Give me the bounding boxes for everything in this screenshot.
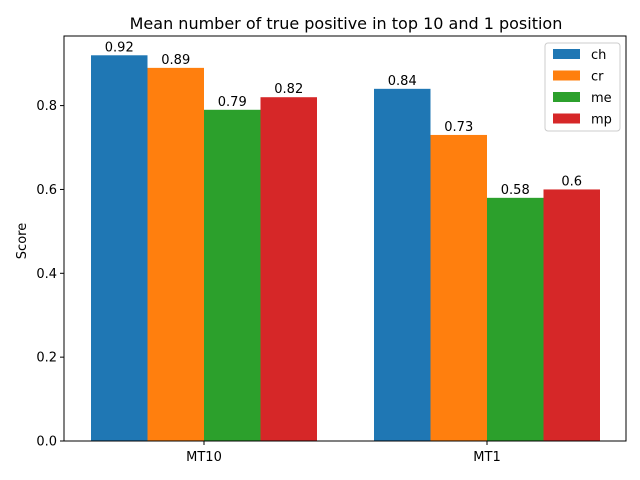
y-tick-label: 0.0 (36, 435, 57, 450)
bar-value-label-ch-mt10: 0.92 (105, 40, 134, 55)
legend-swatch-me (553, 92, 580, 102)
bar-ch-mt1 (374, 88, 431, 442)
x-tick-label-mt10: MT10 (186, 450, 222, 465)
legend-label-me: me (591, 91, 612, 106)
chart-title: Mean number of true positive in top 10 a… (130, 14, 563, 33)
legend: ch cr me mp (544, 42, 621, 132)
bar-mp-mt1 (543, 189, 600, 441)
bar-mp-mt10 (260, 97, 317, 441)
plot-frame (63, 35, 627, 442)
bar-cr-mt1 (430, 134, 487, 441)
bar-value-label-cr-mt10: 0.89 (161, 53, 190, 68)
y-tick-label: 0.4 (36, 267, 57, 282)
legend-label-mp: mp (591, 113, 612, 128)
bar-me-mt10 (204, 109, 261, 441)
y-axis: 0.0 0.2 0.4 0.6 0.8 (36, 99, 64, 450)
bar-value-label-mp-mt10: 0.82 (274, 82, 303, 97)
bar-me-mt1 (487, 197, 544, 441)
y-axis-label: Score (15, 223, 30, 259)
legend-swatch-cr (553, 70, 580, 81)
y-tick-label: 0.8 (36, 99, 57, 114)
legend-label-ch: ch (591, 48, 606, 63)
x-axis: MT10 MT1 (186, 441, 501, 465)
legend-swatch-mp (553, 113, 580, 124)
bar-labels-group: 0.92 0.84 0.89 0.73 0.79 0.58 0.82 0.6 (105, 40, 582, 198)
bar-value-label-me-mt10: 0.79 (218, 95, 247, 110)
bar-value-label-me-mt1: 0.58 (501, 183, 530, 198)
bar-value-label-mp-mt1: 0.6 (561, 174, 582, 189)
y-tick-label: 0.2 (36, 351, 57, 366)
bar-ch-mt10 (91, 55, 148, 442)
bar-cr-mt10 (147, 67, 204, 442)
bar-value-label-cr-mt1: 0.73 (444, 120, 473, 135)
bar-value-label-ch-mt1: 0.84 (388, 74, 417, 89)
legend-label-cr: cr (591, 70, 604, 85)
y-tick-label: 0.6 (36, 183, 57, 198)
bars-group (91, 55, 600, 442)
legend-box (544, 42, 621, 132)
legend-swatch-ch (553, 49, 580, 59)
x-tick-label-mt1: MT1 (473, 450, 500, 465)
